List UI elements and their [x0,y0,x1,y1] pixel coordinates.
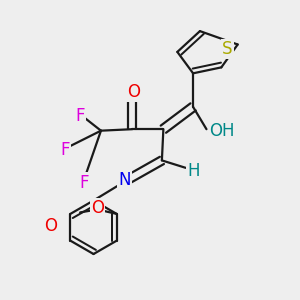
Text: F: F [61,141,70,159]
Text: O: O [44,217,57,235]
Text: F: F [75,107,85,125]
Text: O: O [127,83,140,101]
Text: H: H [187,162,200,180]
Text: OH: OH [209,122,235,140]
Text: F: F [80,174,89,192]
Text: S: S [222,40,232,58]
Text: O: O [91,199,104,217]
Text: N: N [118,171,131,189]
Text: S: S [222,40,232,58]
